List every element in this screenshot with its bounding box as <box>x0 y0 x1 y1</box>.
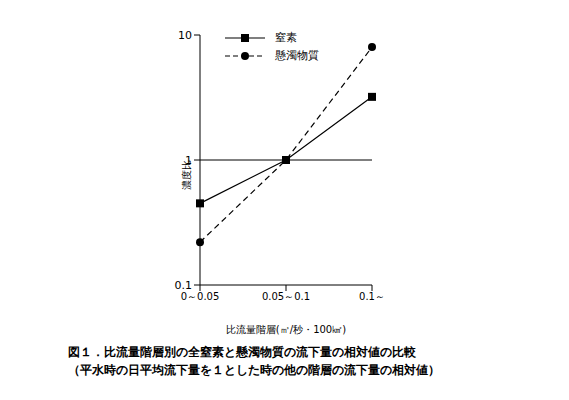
html-text:懸濁物質: 懸濁物質 <box>275 49 319 62</box>
html-text:（平水時の日平均流下量を１とした時の他の階層の流下量の相対値: （平水時の日平均流下量を１とした時の他の階層の流下量の相対値） <box>68 363 440 377</box>
svg-text:0～0.05: 0～0.05 <box>181 291 220 302</box>
svg-text:0.1～: 0.1～ <box>359 291 385 302</box>
svg-text:濃度比: 濃度比 <box>181 160 192 190</box>
svg-text:10: 10 <box>178 29 192 42</box>
html-text:図１．比流量階層別の全窒素と懸濁物質の流下量の相対値の比較: 図１．比流量階層別の全窒素と懸濁物質の流下量の相対値の比較 <box>68 345 416 359</box>
svg-text:0.1: 0.1 <box>175 279 193 292</box>
svg-text:0.05～0.1: 0.05～0.1 <box>262 291 310 302</box>
svg-text:比流量階層(㎥/秒・100㎢): 比流量階層(㎥/秒・100㎢) <box>226 324 346 335</box>
html-text:窒素: 窒素 <box>275 31 297 44</box>
